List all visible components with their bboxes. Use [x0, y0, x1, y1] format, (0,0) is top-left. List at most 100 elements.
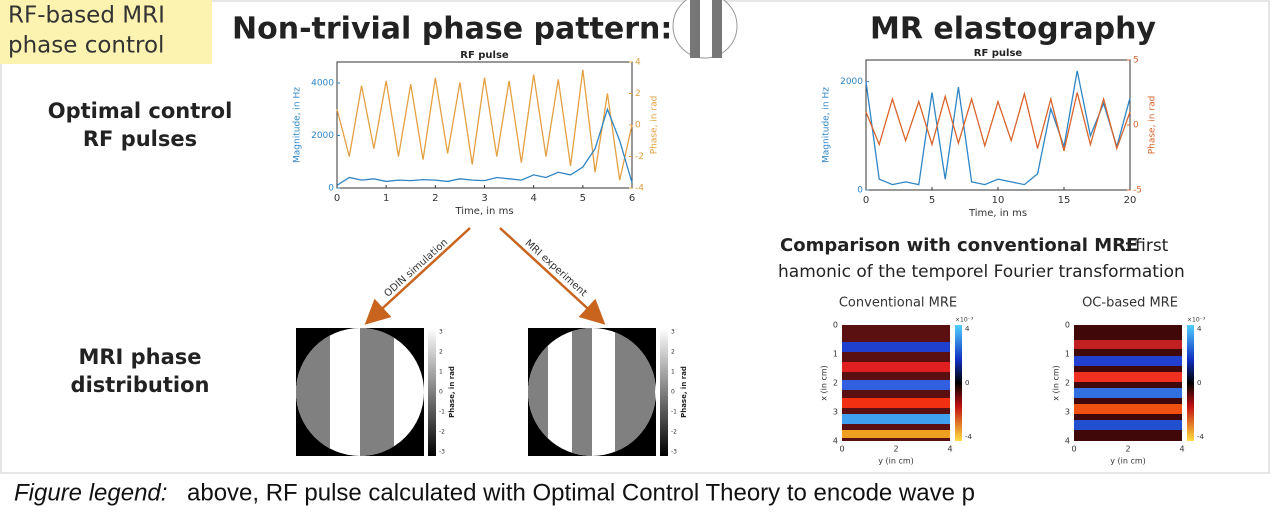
- y2-tick-label: 0: [1133, 121, 1139, 131]
- colorbar-label: Phase, in rad: [448, 366, 456, 418]
- x-tick-label: 10: [992, 195, 1005, 206]
- y-tick-label: 4: [833, 437, 838, 446]
- title: Non-trivial phase pattern:: [232, 12, 672, 47]
- x-tick-label: 5: [929, 195, 935, 206]
- row-label: Optimal control: [48, 99, 233, 123]
- colorbar-tick-label: -1: [671, 409, 677, 416]
- plot-title: RF pulse: [974, 48, 1023, 59]
- colorbar-tick-label: 4: [965, 325, 970, 333]
- x-tick-label: 0: [1071, 445, 1076, 454]
- colorbar-tick-label: -4: [965, 433, 973, 441]
- comparison-title: Comparison with conventional MRE: [780, 235, 1138, 256]
- y-tick-label: 3: [1065, 408, 1070, 417]
- colorbar-tick-label: 2: [439, 349, 443, 356]
- page: RF-based MRI phase control Non-trivial p…: [0, 0, 1274, 516]
- x-tick-label: 5: [580, 193, 586, 204]
- pattern-icon: [673, 0, 737, 58]
- comparison-text: hamonic of the temporel Fourier transfor…: [778, 262, 1185, 282]
- y-tick-label: 0: [833, 321, 838, 330]
- y-label: x (in cm): [1052, 365, 1061, 401]
- x-label: Time, in ms: [454, 206, 513, 217]
- row-label: RF pulses: [83, 127, 197, 151]
- x-tick-label: 1: [383, 193, 389, 204]
- y-tick-label: 2: [1065, 379, 1070, 388]
- y-tick-label: 1: [1065, 350, 1070, 359]
- figure: RF-based MRI phase control Non-trivial p…: [0, 0, 1274, 516]
- y2-tick-label: 5: [1133, 56, 1139, 66]
- y2-tick-label: -4: [635, 184, 644, 194]
- map-title: OC-based MRE: [1082, 296, 1178, 311]
- y-tick-label: 2000: [840, 77, 863, 87]
- title: MR elastography: [870, 12, 1156, 47]
- y2-label: Phase, in rad: [650, 96, 660, 155]
- colorbar-tick-label: -3: [439, 449, 445, 456]
- x-tick-label: 20: [1124, 195, 1137, 206]
- row-label: distribution: [71, 373, 210, 397]
- y-label: x (in cm): [820, 365, 829, 401]
- y-tick-label: 0: [1065, 321, 1070, 330]
- mre-map: [842, 325, 962, 441]
- y-label: Magnitude, in Hz: [293, 87, 303, 163]
- tag: RF-based MRI: [8, 3, 165, 29]
- y-tick-label: 3: [833, 408, 838, 417]
- x-label: Time, in ms: [968, 208, 1027, 219]
- colorbar-exponent: ×10⁻³: [955, 317, 974, 324]
- comparison-text: : first: [1124, 236, 1169, 256]
- arrow: [500, 228, 598, 318]
- colorbar-tick-label: -1: [439, 409, 445, 416]
- y2-tick-label: 2: [635, 89, 641, 99]
- x-tick-label: 4: [530, 193, 536, 204]
- y2-tick-label: 4: [635, 58, 641, 68]
- x-tick-label: 0: [863, 195, 869, 206]
- arrow-label: MRI experiment: [523, 238, 589, 299]
- plot-area: [866, 60, 1130, 190]
- phase-map: [296, 328, 436, 456]
- y2-tick-label: -2: [635, 152, 644, 162]
- x-label: y (in cm): [1110, 457, 1146, 466]
- x-tick-label: 2: [1125, 445, 1130, 454]
- y-tick-label: 0: [328, 184, 334, 194]
- colorbar-tick-label: -4: [1197, 433, 1205, 441]
- x-tick-label: 3: [481, 193, 487, 204]
- arrow-label: ODIN simulation: [382, 237, 450, 300]
- y-tick-label: 0: [857, 186, 863, 196]
- row-label: MRI phase: [78, 345, 201, 369]
- x-tick-label: 2: [432, 193, 438, 204]
- colorbar-tick-label: 4: [1197, 325, 1202, 333]
- y2-label: Phase, in rad: [1148, 96, 1158, 155]
- colorbar-tick-label: 2: [671, 349, 675, 356]
- y-tick-label: 4: [1065, 437, 1070, 446]
- colorbar-tick-label: -2: [439, 429, 445, 436]
- colorbar-label: Phase, in rad: [680, 366, 688, 418]
- arrow: [372, 228, 470, 318]
- phase-map: [528, 328, 668, 456]
- tag: phase control: [8, 33, 164, 59]
- y-tick-label: 2000: [311, 131, 334, 141]
- x-tick-label: 6: [629, 193, 635, 204]
- caption: above, RF pulse calculated with Optimal …: [187, 479, 975, 506]
- x-tick-label: 4: [947, 445, 952, 454]
- colorbar-tick-label: 1: [671, 369, 675, 376]
- colorbar-tick-label: 0: [1197, 379, 1201, 387]
- colorbar-tick-label: 3: [671, 329, 675, 336]
- colorbar-tick-label: 0: [671, 389, 675, 396]
- x-tick-label: 0: [839, 445, 844, 454]
- colorbar-tick-label: -2: [671, 429, 677, 436]
- y-tick-label: 4000: [311, 79, 334, 89]
- map-title: Conventional MRE: [839, 296, 957, 311]
- y-label: Magnitude, in Hz: [822, 87, 832, 163]
- plot-title: RF pulse: [460, 50, 509, 61]
- x-tick-label: 15: [1058, 195, 1071, 206]
- y2-tick-label: -5: [1133, 186, 1142, 196]
- x-tick-label: 0: [334, 193, 340, 204]
- y-tick-label: 2: [833, 379, 838, 388]
- colorbar-tick-label: -3: [671, 449, 677, 456]
- colorbar-tick-label: 0: [965, 379, 969, 387]
- colorbar-tick-label: 3: [439, 329, 443, 336]
- colorbar-tick-label: 1: [439, 369, 443, 376]
- y-tick-label: 1: [833, 350, 838, 359]
- x-label: y (in cm): [878, 457, 914, 466]
- colorbar-exponent: ×10⁻³: [1187, 317, 1206, 324]
- colorbar-tick-label: 0: [439, 389, 443, 396]
- x-tick-label: 4: [1179, 445, 1184, 454]
